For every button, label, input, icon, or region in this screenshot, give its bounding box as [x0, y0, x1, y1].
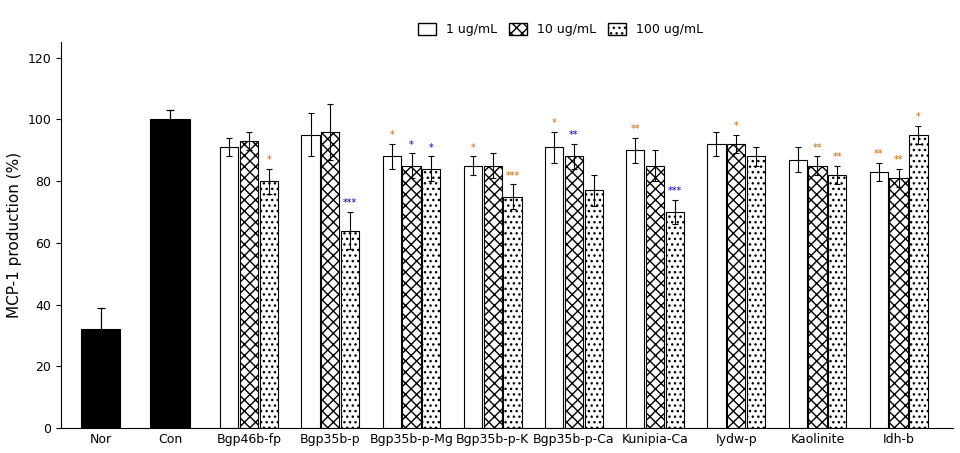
Bar [81, 329, 121, 428]
Bar [747, 156, 765, 428]
Legend: 1 ug/mL, 10 ug/mL, 100 ug/mL: 1 ug/mL, 10 ug/mL, 100 ug/mL [413, 18, 708, 41]
Bar [626, 150, 644, 428]
Text: ***: *** [505, 170, 519, 181]
Bar [464, 166, 482, 428]
Text: **: ** [832, 152, 842, 162]
Bar [808, 166, 827, 428]
Bar [646, 166, 664, 428]
Text: *: * [390, 130, 395, 140]
Bar [545, 147, 564, 428]
Bar [788, 159, 806, 428]
Bar [870, 172, 888, 428]
Bar [150, 120, 190, 428]
Y-axis label: MCP-1 production (%): MCP-1 production (%) [7, 152, 22, 318]
Bar [301, 135, 320, 428]
Bar [585, 190, 603, 428]
Bar [383, 156, 401, 428]
Bar [220, 147, 238, 428]
Bar [666, 212, 684, 428]
Text: **: ** [874, 149, 883, 159]
Bar [260, 181, 278, 428]
Bar [240, 141, 258, 428]
Text: *: * [429, 143, 434, 153]
Text: *: * [552, 118, 557, 128]
Bar [708, 144, 726, 428]
Text: ***: *** [343, 198, 357, 208]
Text: *: * [470, 143, 475, 153]
Bar [503, 197, 521, 428]
Bar [727, 144, 745, 428]
Bar [564, 156, 583, 428]
Bar [484, 166, 502, 428]
Text: *: * [409, 140, 414, 149]
Bar [890, 178, 908, 428]
Text: *: * [267, 155, 272, 165]
Bar [402, 166, 420, 428]
Text: **: ** [813, 143, 822, 153]
Text: *: * [733, 121, 738, 131]
Text: **: ** [631, 124, 640, 134]
Text: **: ** [569, 130, 579, 140]
Bar [828, 175, 847, 428]
Bar [322, 132, 340, 428]
Text: **: ** [894, 155, 903, 165]
Bar [341, 231, 359, 428]
Bar [422, 169, 441, 428]
Text: ***: *** [668, 186, 682, 196]
Text: *: * [916, 112, 921, 122]
Bar [909, 135, 927, 428]
